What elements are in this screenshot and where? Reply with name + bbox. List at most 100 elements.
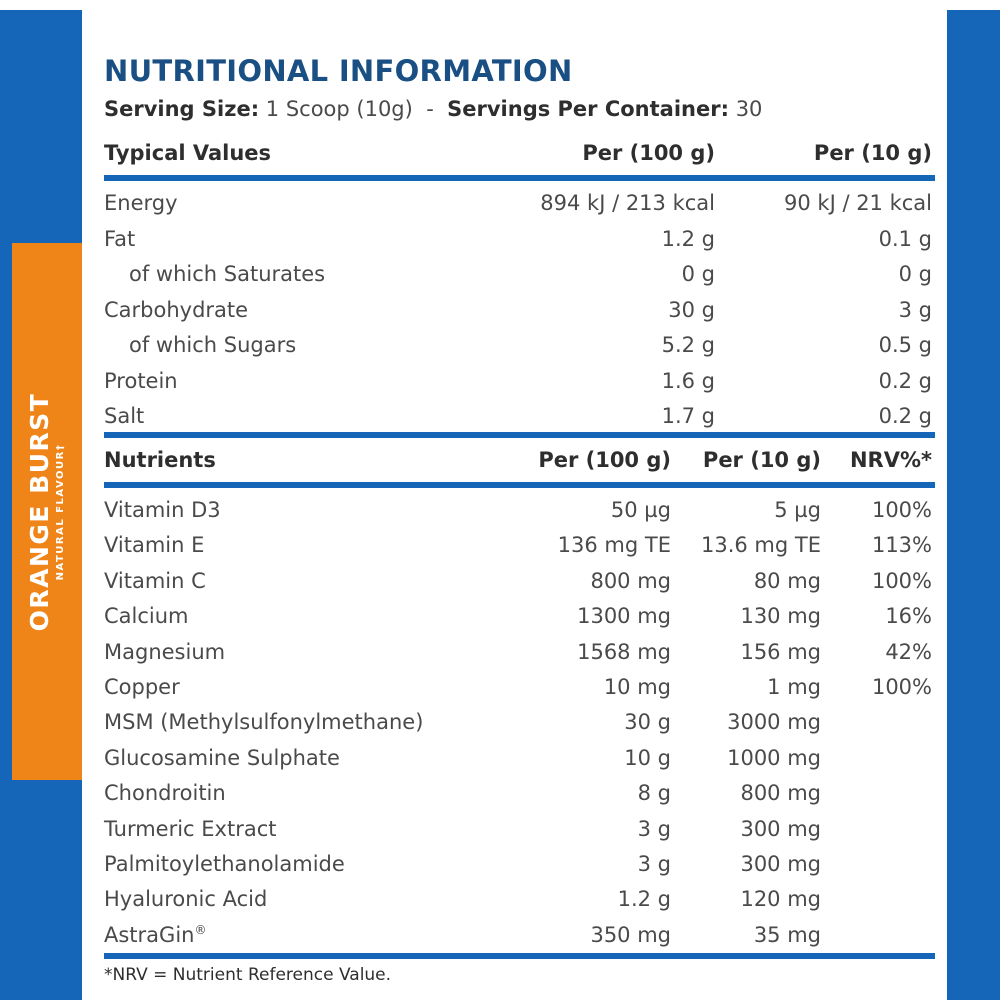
nutrient-row-label: Vitamin E	[104, 528, 204, 562]
nutrient-row-nrv: 100%	[871, 675, 932, 699]
nutrient-row-label: Calcium	[104, 599, 189, 633]
nutrient-name: Vitamin D3	[104, 498, 221, 522]
nutrient-row: MSM (Methylsulfonylmethane) 30 g 3000 mg	[104, 705, 935, 739]
typical-row-per100: 30 g	[668, 297, 715, 322]
nutrient-row-label: Chondroitin	[104, 776, 226, 810]
nutrient-row-per10: 35 mg	[753, 922, 821, 947]
flavour-subtitle: NATURAL FLAVOUR†	[55, 443, 66, 580]
typical-row-per10: 0.5 g	[878, 333, 932, 357]
typical-header-row: Typical Values Per (100 g) Per (10 g)	[104, 136, 935, 170]
nutrient-name: Palmitoylethanolamide	[104, 852, 345, 876]
nutrient-row-label: Copper	[104, 670, 180, 704]
serving-size-value: 1 Scoop (10g)	[265, 97, 413, 121]
nutrient-row-label: Palmitoylethanolamide	[104, 847, 345, 881]
nutrient-name: Calcium	[104, 604, 189, 629]
nutrient-name: Vitamin C	[104, 568, 206, 593]
typical-row: Salt 1.7 g 0.2 g	[104, 399, 935, 433]
typical-row-per100: 1.6 g	[661, 368, 715, 393]
nutrient-row-per10: 300 mg	[740, 852, 821, 876]
nutrient-row: Glucosamine Sulphate 10 g 1000 mg	[104, 741, 935, 775]
typical-row-per10: 3 g	[898, 297, 932, 322]
nutrient-row-per10: 1000 mg	[727, 745, 821, 770]
nutrient-row-per10: 1 mg	[767, 675, 821, 699]
nutrient-row-per100: 10 mg	[603, 675, 671, 699]
nutrient-row-per100: 8 g	[637, 781, 671, 806]
servings-per-container-value: 30	[735, 97, 763, 121]
nutrient-row-per10: 300 mg	[740, 816, 821, 841]
flavour-label: ORANGE BURST NATURAL FLAVOUR†	[25, 392, 68, 631]
nutrient-row-per10: 120 mg	[740, 887, 821, 912]
typical-row: of which Saturates 0 g 0 g	[104, 257, 935, 291]
nutrient-row-nrv: 100%	[871, 498, 932, 522]
nutrient-row-per100: 136 mg TE	[557, 533, 671, 558]
nutrient-row-per10: 80 mg	[753, 568, 821, 593]
typical-row: of which Sugars 5.2 g 0.5 g	[104, 328, 935, 362]
nutrient-row-nrv: 16%	[885, 604, 932, 629]
nutrients-header-nrv: NRV%*	[849, 448, 932, 472]
nutrient-row-per10: 800 mg	[740, 781, 821, 806]
nutrient-row: Calcium 1300 mg 130 mg 16%	[104, 599, 935, 633]
nutrient-row-label: MSM (Methylsulfonylmethane)	[104, 705, 423, 739]
nutrient-row-per100: 3 g	[637, 816, 671, 841]
serving-size-label: Serving Size:	[104, 97, 260, 121]
typical-row-label: Energy	[104, 191, 178, 215]
nutrient-row-per100: 1300 mg	[577, 604, 671, 629]
nutrient-row-label: Turmeric Extract	[104, 812, 277, 846]
page-title: NUTRITIONAL INFORMATION	[104, 54, 573, 88]
nutrient-row-label: AstraGin®	[104, 918, 206, 952]
nutrient-name: Hyaluronic Acid	[104, 887, 268, 912]
serving-separator: -	[426, 97, 434, 121]
nutrient-row-per10: 156 mg	[740, 639, 821, 664]
typical-row-per100: 0 g	[681, 262, 715, 286]
nutrient-row-per10: 130 mg	[740, 604, 821, 629]
nutrient-row: Turmeric Extract 3 g 300 mg	[104, 812, 935, 846]
typical-row-label: Protein	[104, 368, 178, 393]
typical-row: Protein 1.6 g 0.2 g	[104, 364, 935, 398]
typical-header-per10: Per (10 g)	[813, 141, 932, 165]
nutrient-row-per10: 13.6 mg TE	[701, 533, 821, 558]
nutrient-row-label: Vitamin D3	[104, 493, 221, 527]
nutrient-row-nrv: 113%	[871, 533, 932, 558]
bottom-rule	[104, 953, 935, 959]
typical-row-per100: 1.2 g	[661, 226, 715, 251]
nutrients-header-row: Nutrients Per (100 g) Per (10 g) NRV%*	[104, 443, 935, 477]
typical-row-per10: 0.1 g	[878, 226, 932, 251]
registered-mark: ®	[194, 922, 207, 937]
nutrient-row-per10: 5 µg	[774, 498, 821, 522]
nutrients-header-per100: Per (100 g)	[538, 448, 671, 472]
nutrient-row: Hyaluronic Acid 1.2 g 120 mg	[104, 882, 935, 916]
nutrient-row-per100: 800 mg	[590, 568, 671, 593]
nutrient-row: Magnesium 1568 mg 156 mg 42%	[104, 635, 935, 669]
nutrient-name: Magnesium	[104, 639, 226, 664]
nutrient-row: Vitamin D3 50 µg 5 µg 100%	[104, 493, 935, 527]
nutrient-row: AstraGin® 350 mg 35 mg	[104, 918, 935, 952]
nutrient-row: Vitamin C 800 mg 80 mg 100%	[104, 564, 935, 598]
nutrient-row-nrv: 42%	[885, 639, 932, 664]
nutrient-row: Vitamin E 136 mg TE 13.6 mg TE 113%	[104, 528, 935, 562]
nutrient-row: Copper 10 mg 1 mg 100%	[104, 670, 935, 704]
typical-row-label: of which Sugars	[129, 333, 297, 357]
typical-row-per100: 894 kJ / 213 kcal	[540, 191, 715, 215]
nutrient-name: Vitamin E	[104, 533, 205, 558]
nutrient-row-per100: 50 µg	[610, 498, 671, 522]
typical-row-label: Carbohydrate	[104, 297, 249, 322]
serving-info: Serving Size: 1 Scoop (10g) - Servings P…	[104, 97, 762, 121]
nutrient-row-label: Vitamin C	[104, 564, 206, 598]
typical-row-per10: 0.2 g	[878, 368, 932, 393]
right-blue-band	[947, 10, 1000, 1000]
typical-header-rule	[104, 175, 935, 181]
nrv-footnote: *NRV = Nutrient Reference Value.	[104, 965, 392, 985]
typical-row: Carbohydrate 30 g 3 g	[104, 293, 935, 327]
nutrient-row-label: Glucosamine Sulphate	[104, 741, 340, 775]
nutrient-row: Palmitoylethanolamide 3 g 300 mg	[104, 847, 935, 881]
nutrient-row-per10: 3000 mg	[727, 710, 821, 735]
nutrient-row-per100: 30 g	[624, 710, 671, 735]
typical-row-label: Salt	[104, 404, 145, 428]
nutrient-row-per100: 10 g	[624, 745, 671, 770]
typical-row-per100: 5.2 g	[661, 333, 715, 357]
typical-row-label: of which Saturates	[129, 262, 326, 286]
typical-row-per10: 0 g	[898, 262, 932, 286]
section-divider-rule	[104, 432, 935, 438]
typical-row-per100: 1.7 g	[661, 404, 715, 428]
nutrient-name: Copper	[104, 675, 180, 699]
